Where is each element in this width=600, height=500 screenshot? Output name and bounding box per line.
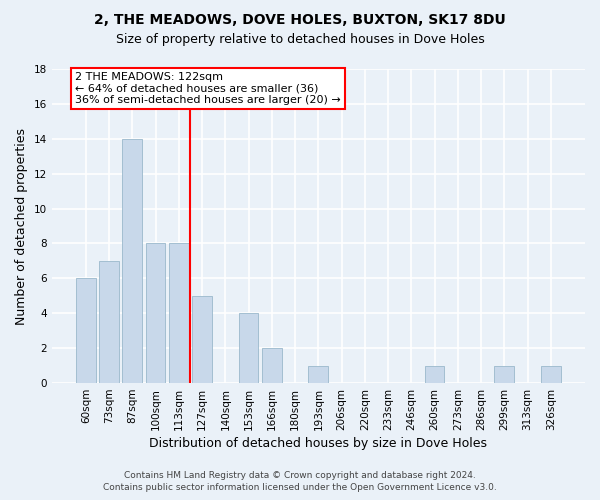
Bar — [169, 244, 188, 383]
Bar — [308, 366, 328, 383]
Text: Contains HM Land Registry data © Crown copyright and database right 2024.
Contai: Contains HM Land Registry data © Crown c… — [103, 471, 497, 492]
Text: Size of property relative to detached houses in Dove Holes: Size of property relative to detached ho… — [116, 32, 484, 46]
Bar — [192, 296, 212, 383]
Bar — [262, 348, 282, 383]
Bar — [239, 314, 259, 383]
Bar — [76, 278, 95, 383]
Y-axis label: Number of detached properties: Number of detached properties — [15, 128, 28, 324]
Text: 2, THE MEADOWS, DOVE HOLES, BUXTON, SK17 8DU: 2, THE MEADOWS, DOVE HOLES, BUXTON, SK17… — [94, 12, 506, 26]
X-axis label: Distribution of detached houses by size in Dove Holes: Distribution of detached houses by size … — [149, 437, 487, 450]
Text: 2 THE MEADOWS: 122sqm
← 64% of detached houses are smaller (36)
36% of semi-deta: 2 THE MEADOWS: 122sqm ← 64% of detached … — [76, 72, 341, 105]
Bar — [541, 366, 561, 383]
Bar — [146, 244, 166, 383]
Bar — [425, 366, 445, 383]
Bar — [122, 139, 142, 383]
Bar — [99, 261, 119, 383]
Bar — [494, 366, 514, 383]
